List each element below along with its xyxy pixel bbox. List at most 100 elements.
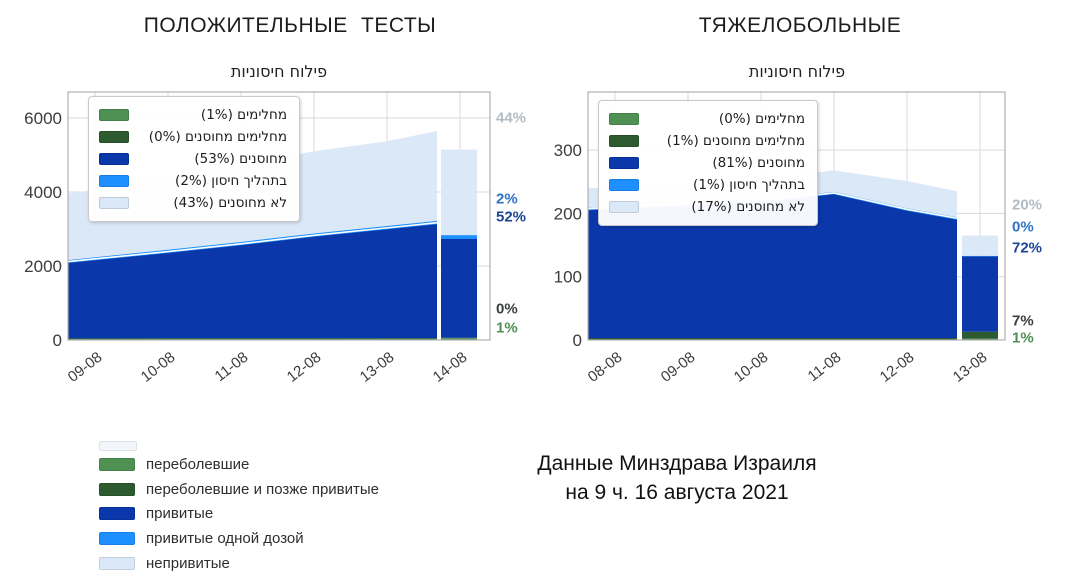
y-tick-label: 0 (53, 331, 62, 350)
plot-border (67, 91, 491, 341)
bar-segment-vaccinated (962, 256, 998, 332)
bar-segment-unvaccinated (962, 235, 998, 256)
legend-label: מחלימים מחוסנים (1%) (666, 133, 805, 149)
bottom-legend-label: переболевшие и позже привитые (146, 480, 380, 498)
x-tick-label: 11-08 (212, 349, 252, 385)
legend-row: בתהליך חיסון (1%) (609, 174, 805, 196)
legend-row: מחוסנים (53%) (99, 148, 287, 170)
x-tick-label: 11-08 (805, 349, 845, 385)
legend-label: מחוסנים (53%) (194, 151, 287, 167)
bar-segment-vaccinated (441, 238, 477, 338)
y-tick-label: 6000 (24, 109, 62, 128)
unvaccinated-swatch (99, 197, 129, 209)
positive-tests-title: ПОЛОЖИТЕЛЬНЫЕ ТЕСТЫ (143, 14, 437, 37)
annotation-44pct: 44% (496, 109, 527, 127)
x-tick-label: 13-08 (357, 349, 398, 386)
annotation-52pct: 52% (496, 208, 527, 226)
unvaccinated-swatch (609, 201, 639, 213)
recovered-swatch (609, 113, 639, 125)
legend-label: לא מחוסנים (17%) (691, 199, 805, 215)
vaccinated-swatch (99, 153, 129, 165)
area-vaccinated (68, 224, 437, 340)
bottom-legend-row: переболевшие и позже привитые (99, 477, 379, 502)
data-source-caption: Данные Минздрава Израиля на 9 ч. 16 авгу… (477, 449, 877, 507)
legend-label: בתהליך חיסון (2%) (175, 173, 287, 189)
recovered_vaccinated-swatch (99, 131, 129, 143)
annotation-72pct: 72% (1012, 239, 1043, 257)
y-tick-label: 300 (554, 141, 582, 160)
legend-row: מחלימים מחוסנים (0%) (99, 126, 287, 148)
x-tick-label: 09-08 (65, 349, 106, 386)
recovered_vaccinated-swatch (99, 482, 135, 496)
legend-label: מחלימים (1%) (200, 107, 287, 123)
legend-row: מחלימים מחוסנים (1%) (609, 130, 805, 152)
legend-row: מחוסנים (81%) (609, 152, 805, 174)
bar-segment-recovered (441, 338, 477, 340)
legend-row: לא מחוסנים (17%) (609, 196, 805, 218)
annotation-2pct: 2% (496, 190, 518, 208)
legend-row: מחלימים (0%) (609, 108, 805, 130)
legend-row: לא מחוסנים (43%) (99, 192, 287, 214)
unvaccinated-swatch (99, 557, 135, 571)
y-tick-label: 200 (554, 204, 582, 223)
positive-tests-legend: מחלימים (1%) מחלימים מחוסנים (0%) מחוסנים … (88, 96, 300, 222)
severe-cases-subtitle: פילוח חיסוניות (748, 62, 846, 81)
legend-label: לא מחוסנים (43%) (173, 195, 287, 211)
legend-label: מחוסנים (81%) (712, 155, 805, 171)
x-tick-label: 10-08 (731, 349, 772, 386)
recovered-swatch (99, 109, 129, 121)
legend-artifact-swatch (99, 441, 137, 451)
y-tick-label: 100 (554, 268, 582, 287)
bottom-legend-row: непривитые (99, 551, 379, 576)
recovered_vaccinated-swatch (609, 135, 639, 147)
one_dose-swatch (609, 179, 639, 191)
x-tick-label: 14-08 (430, 349, 471, 386)
legend-row: בתהליך חיסון (2%) (99, 170, 287, 192)
bottom-legend-label: привитые одной дозой (146, 530, 304, 548)
annotation-1pct: 1% (496, 319, 518, 337)
bottom-legend-label: привитые (146, 505, 214, 523)
legend-label: מחלימים (0%) (718, 111, 805, 127)
x-tick-label: 12-08 (877, 349, 918, 386)
one_dose-swatch (99, 175, 129, 187)
area-vaccinated (588, 194, 957, 340)
x-tick-label: 13-08 (950, 349, 991, 386)
y-tick-label: 0 (573, 331, 582, 350)
one_dose-swatch (99, 532, 135, 546)
bar-segment-recovered_vaccinated (962, 331, 998, 339)
vaccinated-swatch (99, 507, 135, 521)
y-tick-label: 2000 (24, 257, 62, 276)
plot-border (587, 91, 1006, 341)
legend-row: מחלימים (1%) (99, 104, 287, 126)
recovered-swatch (99, 457, 135, 471)
y-tick-label: 4000 (24, 183, 62, 202)
severe-cases-legend: מחלימים (0%) מחלימים מחוסנים (1%) מחוסנים … (598, 100, 818, 226)
bottom-legend-label: переболевшие (146, 455, 250, 473)
annotation-0pct: 0% (1012, 218, 1034, 236)
positive-tests-chart: 0 2000 4000 6000 09-08 10-08 11-08 12-08 13-08 14… (24, 91, 491, 386)
x-tick-label: 12-08 (284, 349, 325, 386)
bar-segment-unvaccinated (441, 149, 477, 236)
vaccinated-swatch (609, 157, 639, 169)
x-tick-label: 10-08 (138, 349, 179, 386)
severe-cases-title: ТЯЖЕЛОБОЛЬНЫЕ (698, 14, 902, 37)
positive-tests-subtitle: פילוח חיסוניות (230, 62, 328, 81)
color-key-legend: переболевшие переболевшие и позже привиты… (99, 452, 379, 576)
bottom-legend-row: привитые одной дозой (99, 526, 379, 551)
x-tick-label: 08-08 (585, 349, 626, 386)
annotation-0pct: 0% (496, 300, 518, 318)
bottom-legend-row: переболевшие (99, 452, 379, 477)
bottom-legend-label: непривитые (146, 555, 230, 573)
annotation-7pct: 7% (1012, 312, 1034, 330)
legend-label: מחלימים מחוסנים (0%) (148, 129, 287, 145)
annotation-1pct: 1% (1012, 329, 1034, 347)
bar-segment-one_dose (962, 255, 998, 257)
bottom-legend-row: привитые (99, 502, 379, 527)
legend-label: בתהליך חיסון (1%) (693, 177, 805, 193)
caption-line-2: на 9 ч. 16 августа 2021 (565, 481, 789, 504)
bar-segment-one_dose (441, 235, 477, 239)
bar-segment-recovered (962, 338, 998, 340)
x-tick-label: 09-08 (658, 349, 699, 386)
annotation-20pct: 20% (1012, 196, 1043, 214)
